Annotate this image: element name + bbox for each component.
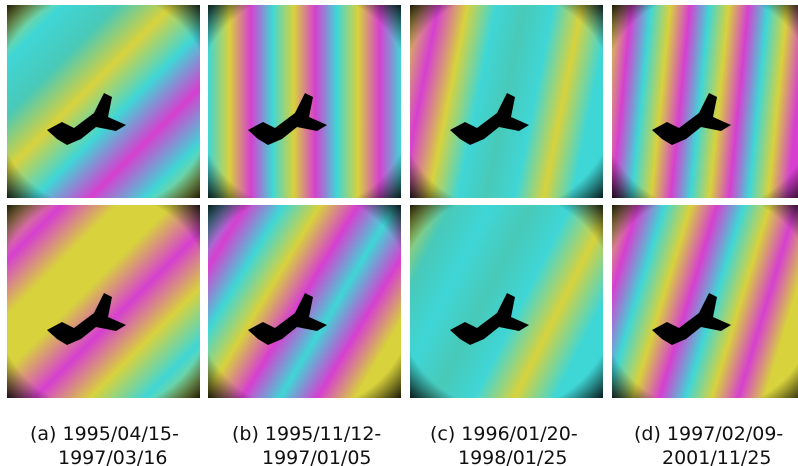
vignette	[208, 5, 401, 198]
caption-line: (c) 1996/01/20-	[430, 423, 578, 445]
vignette	[410, 205, 603, 398]
caption-line: 1997/03/16	[58, 447, 168, 466]
caption-line: 1998/01/25	[458, 447, 568, 466]
vignette	[612, 205, 798, 398]
caption-line: (a) 1995/04/15-	[30, 423, 179, 445]
vignette	[7, 5, 200, 198]
vignette	[612, 5, 798, 198]
caption-line: 1997/01/05	[262, 447, 372, 466]
caption-line: (b) 1995/11/12-	[232, 423, 381, 445]
caption-line: (d) 1997/02/09-	[634, 423, 783, 445]
vignette	[7, 205, 200, 398]
vignette	[208, 205, 401, 398]
vignette	[410, 5, 603, 198]
caption-line: 2001/11/25	[662, 447, 772, 466]
